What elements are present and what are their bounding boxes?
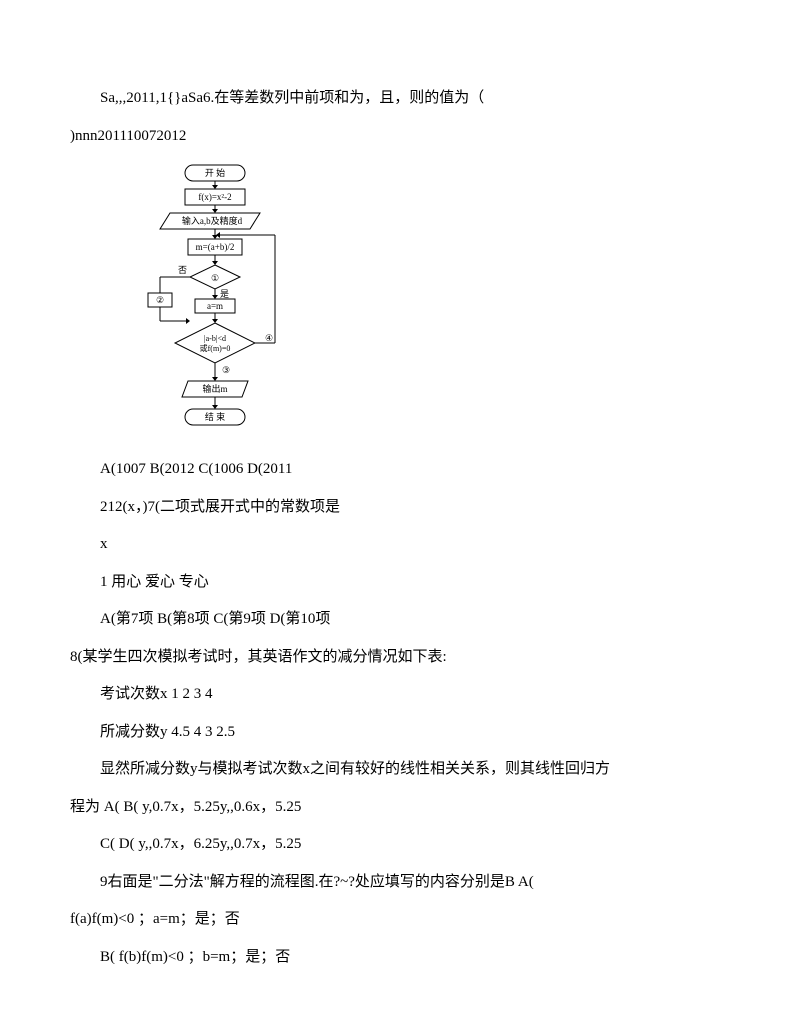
decision-1-label: ① <box>211 273 219 283</box>
no-label: 否 <box>178 265 187 275</box>
decision-2 <box>175 323 255 363</box>
assign-label: a=m <box>207 301 223 311</box>
decision-2-label-2: 或f(m)=0 <box>200 343 231 353</box>
end-label: 结 束 <box>205 411 225 422</box>
start-label: 开 始 <box>205 167 225 178</box>
text-line: 8(某学生四次模拟考试时，其英语作文的减分情况如下表: <box>70 639 730 677</box>
flowchart-diagram: 开 始 f(x)=x²-2 输入a,b及精度d m=(a+b)/2 ① 否 <box>140 163 290 443</box>
side-label: ② <box>156 295 164 305</box>
document-page: Sa,,,2011,1{}aSa6.在等差数列中前项和为，且，则的值为（ )nn… <box>0 0 800 1036</box>
text-line: B( f(b)f(m)<0 ；b=m；是；否 <box>70 939 730 977</box>
text-line: 所减分数y 4.5 4 3 2.5 <box>70 714 730 752</box>
text-line: f(a)f(m)<0 ；a=m；是；否 <box>70 901 730 939</box>
text-line: Sa,,,2011,1{}aSa6.在等差数列中前项和为，且，则的值为（ <box>70 80 730 118</box>
input-label: 输入a,b及精度d <box>182 215 243 226</box>
flowchart-svg: 开 始 f(x)=x²-2 输入a,b及精度d m=(a+b)/2 ① 否 <box>140 163 290 443</box>
text-line: 考试次数x 1 2 3 4 <box>70 676 730 714</box>
num3-label: ③ <box>222 365 230 375</box>
text-line: 显然所减分数y与模拟考试次数x之间有较好的线性相关关系，则其线性回归方 <box>70 751 730 789</box>
output-label: 输出m <box>202 383 227 394</box>
decision-2-label-1: |a-b|<d <box>204 334 226 343</box>
text-line: 1 用心 爱心 专心 <box>70 564 730 602</box>
text-line: x <box>70 526 730 564</box>
text-line: C( D( y,,0.7x，6.25y,,0.7x，5.25 <box>70 826 730 864</box>
calc-label: m=(a+b)/2 <box>196 242 235 252</box>
text-line: 9右面是"二分法"解方程的流程图.在?~?处应填写的内容分别是B A( <box>70 864 730 902</box>
text-line: A(1007 B(2012 C(1006 D(2011 <box>70 451 730 489</box>
text-line: )nnn201110072012 <box>70 118 730 156</box>
yes-label: 是 <box>220 289 229 299</box>
text-line: 程为 A( B( y,0.7x，5.25y,,0.6x，5.25 <box>70 789 730 827</box>
function-label: f(x)=x²-2 <box>198 192 231 202</box>
text-line: A(第7项 B(第8项 C(第9项 D(第10项 <box>70 601 730 639</box>
num4-label: ④ <box>265 333 273 343</box>
text-line: 212(x，)7(二项式展开式中的常数项是 <box>70 489 730 527</box>
